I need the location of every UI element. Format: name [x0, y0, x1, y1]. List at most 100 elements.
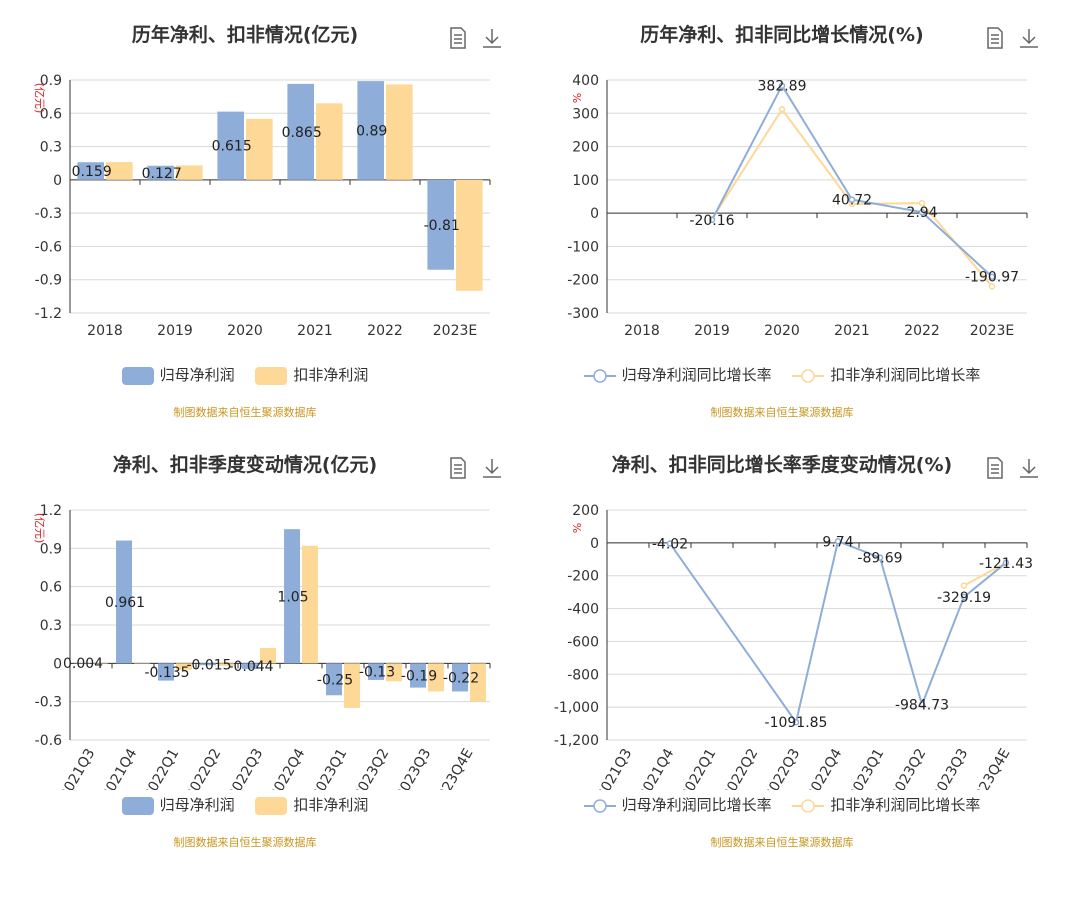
y-tick-label: 0.6: [40, 106, 62, 122]
data-source-note: 制图数据来自恒生聚源数据库: [710, 836, 854, 849]
y-tick-label: 300: [572, 106, 599, 122]
download-icon[interactable]: [1017, 26, 1041, 50]
chart-title: 历年净利、扣非同比增长情况(%): [640, 24, 924, 46]
x-tick-label: 2022: [367, 323, 403, 339]
data-label: -0.015: [186, 657, 231, 673]
document-icon[interactable]: [446, 456, 470, 480]
x-tick-label: 2023Q2: [888, 746, 930, 790]
y-tick-label: -0.3: [35, 695, 62, 711]
y-tick-label: 0.9: [40, 73, 62, 89]
y-tick-label: -100: [567, 239, 599, 255]
chart-title: 历年净利、扣非情况(亿元): [131, 24, 359, 46]
legend: 归母净利润 扣非净利润: [0, 364, 490, 385]
line-series1: [669, 539, 1007, 725]
legend-item-series1[interactable]: 归母净利润同比增长率: [583, 794, 772, 815]
point-series2: [988, 283, 996, 290]
bar-series2: [302, 545, 318, 664]
y-tick-label: -300: [567, 306, 599, 322]
data-label: -0.25: [317, 672, 353, 688]
point-series1: [918, 701, 926, 708]
legend-item-series1[interactable]: 归母净利润同比增长率: [583, 364, 772, 385]
x-tick-label: 2022Q3: [762, 746, 804, 790]
bar-series1: [74, 662, 90, 664]
bar-series1: [357, 81, 384, 180]
data-label: 0.89: [356, 123, 387, 139]
bar-series1: [452, 663, 468, 692]
bar-series1: [287, 83, 314, 180]
legend-label: 扣非净利润: [293, 366, 369, 384]
chart-title: 净利、扣非同比增长率季度变动情况(%): [611, 454, 953, 476]
chart-plot: 0.9 0.6 0.3 0 -0.3 -0.6 -0.9 -1.2 (亿元) 2018 2019 20…: [33, 73, 491, 339]
bar-series2: [134, 663, 150, 664]
data-source-note: 制图数据来自恒生聚源数据库: [173, 836, 317, 849]
x-tick-label: 2022Q2: [183, 746, 225, 790]
data-source-note: 制图数据来自恒生聚源数据库: [710, 406, 854, 419]
x-tick-label: 2023Q1: [846, 746, 888, 790]
y-tick-label: -400: [567, 602, 599, 618]
y-tick-label: -0.6: [35, 733, 62, 749]
bar-series1: [200, 663, 216, 666]
bar-series2: [92, 662, 108, 664]
document-icon[interactable]: [983, 26, 1007, 50]
y-tick-label: -1,000: [554, 700, 599, 716]
bar-series2: [456, 179, 483, 291]
x-tick-label: 2021Q3: [594, 746, 636, 790]
document-icon[interactable]: [983, 456, 1007, 480]
download-icon[interactable]: [480, 456, 504, 480]
data-label: 0.159: [72, 164, 112, 180]
legend-item-series2[interactable]: 扣非净利润: [255, 364, 368, 385]
y-tick-label: 0.3: [40, 618, 62, 634]
x-tick-label: 2021: [297, 323, 333, 339]
legend-label: 扣非净利润同比增长率: [830, 366, 981, 384]
data-label: -0.044: [228, 659, 273, 675]
x-tick-label: 2022: [904, 323, 940, 339]
x-tick-label: 2022Q1: [678, 746, 720, 790]
x-tick-label: 2022Q1: [141, 746, 183, 790]
x-tick-label: 2018: [87, 323, 123, 339]
chart-panel-quarterly-profit: 净利、扣非季度变动情况(亿元) 1.2 0.9 0.6 0.3 0 -0.3 -0.6 (亿元…: [0, 430, 537, 870]
y-tick-label: 200: [572, 140, 599, 156]
legend-swatch: [255, 796, 288, 815]
bar-series2: [386, 663, 402, 682]
download-icon[interactable]: [1017, 456, 1041, 480]
bar-series2: [386, 84, 413, 180]
data-label: 40.72: [832, 193, 872, 209]
y-tick-label: -200: [567, 273, 599, 289]
legend-item-series2[interactable]: 扣非净利润同比增长率: [792, 364, 980, 385]
bar-series1: [284, 529, 300, 664]
data-label: 0.004: [63, 656, 103, 672]
x-tick-label: 2023Q3: [930, 746, 972, 790]
data-source-note: 制图数据来自恒生聚源数据库: [173, 406, 317, 419]
bar-series2: [316, 103, 343, 180]
x-tick-label: 2022Q4: [267, 746, 309, 790]
chart-plot: 1.20.90.60.30-0.3-0.6(亿元)2021Q3 2021Q4 202…: [33, 503, 491, 790]
legend-label: 扣非净利润: [293, 796, 369, 814]
y-tick-label: 0: [53, 656, 62, 672]
legend-item-series1[interactable]: 归母净利润: [121, 794, 235, 815]
chart-panel-annual-profit: 历年净利、扣非情况(亿元) 0.9 0.6 0.3 0 -0.3 -0.6 -0.9 -1.2…: [0, 0, 537, 440]
download-icon[interactable]: [480, 26, 504, 50]
legend-item-series1[interactable]: 归母净利润: [121, 364, 235, 385]
data-label: 0.615: [212, 139, 252, 155]
document-icon[interactable]: [446, 26, 470, 50]
legend: 归母净利润 扣非净利润: [0, 794, 490, 815]
data-label: 9.74: [822, 534, 853, 550]
data-label: -0.22: [443, 670, 479, 686]
y-tick-label: -0.6: [35, 239, 62, 255]
x-tick-label: 2023Q2: [351, 746, 393, 790]
point-series2: [960, 582, 968, 589]
legend-item-series2[interactable]: 扣非净利润: [255, 794, 368, 815]
legend-item-series2[interactable]: 扣非净利润同比增长率: [792, 794, 980, 815]
y-tick-label: 100: [572, 173, 599, 189]
point-series1: [988, 273, 996, 280]
bar-series2: [344, 663, 360, 709]
chart-panel-quarterly-growth: 净利、扣非同比增长率季度变动情况(%) 200 0 -200 -400 -600 -800…: [537, 430, 1074, 870]
x-tick-label: 2023E: [433, 323, 477, 339]
legend-label: 归母净利润同比增长率: [621, 366, 772, 384]
x-tick-label: 2021Q4: [636, 746, 678, 790]
legend-line-symbol: [792, 798, 825, 813]
x-tick-label: 2019: [694, 323, 730, 339]
y-tick-label: -600: [567, 634, 599, 650]
bar-series1: [242, 663, 258, 669]
data-label: -190.97: [965, 270, 1019, 286]
